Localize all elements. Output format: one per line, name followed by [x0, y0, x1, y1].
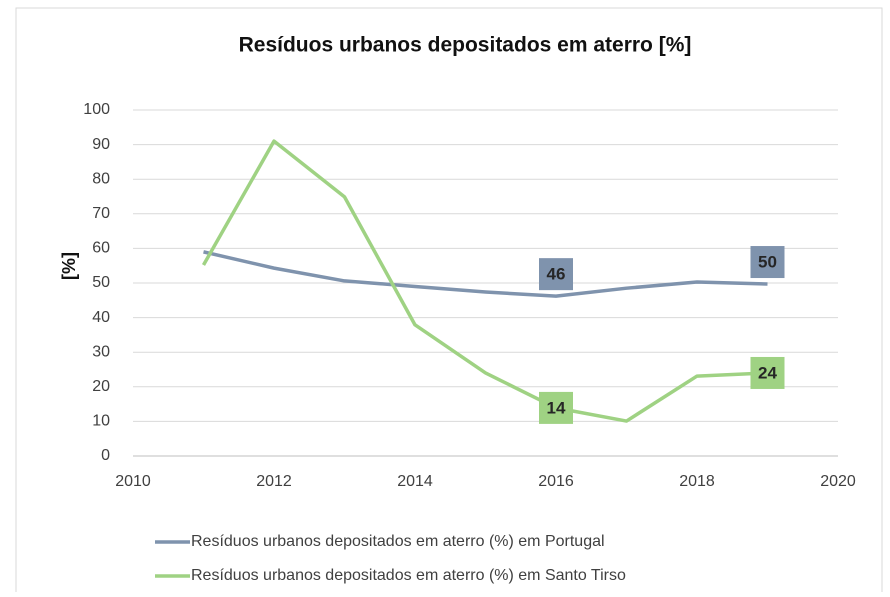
x-tick-label: 2016 [538, 473, 574, 490]
y-tick-label: 90 [92, 136, 110, 153]
data-label-box [539, 258, 573, 291]
y-tick-label: 80 [92, 170, 110, 187]
line-series [201, 139, 768, 423]
y-tick-label: 100 [83, 101, 110, 118]
legend-label: Resíduos urbanos depositados em aterro (… [191, 533, 605, 550]
y-tick-label: 40 [92, 309, 110, 326]
y-tick-label: 30 [92, 343, 110, 360]
data-label-box [750, 356, 785, 389]
y-tick-label: 50 [92, 274, 110, 291]
y-tick-label: 10 [92, 413, 110, 430]
data-label: 24 [758, 363, 777, 382]
x-tick-label: 2018 [679, 473, 715, 490]
data-label: 50 [758, 253, 777, 272]
line-series [203, 250, 768, 298]
data-label: 46 [547, 265, 566, 284]
x-tick-label: 2010 [115, 473, 151, 490]
y-tick-label: 20 [92, 378, 110, 395]
data-label-box [750, 246, 785, 279]
chart-title: Resíduos urbanos depositados em aterro [… [239, 34, 692, 57]
legend-label: Resíduos urbanos depositados em aterro (… [191, 567, 626, 584]
y-tick-label: 70 [92, 205, 110, 222]
y-tick-label: 60 [92, 240, 110, 257]
x-tick-label: 2014 [397, 473, 433, 490]
y-tick-label: 0 [101, 447, 110, 464]
x-tick-label: 2020 [820, 473, 856, 490]
data-label-box [539, 391, 573, 424]
chart-frame [15, 7, 883, 597]
y-axis-label: [%] [59, 252, 79, 280]
x-tick-label: 2012 [256, 473, 292, 490]
data-label: 14 [547, 398, 566, 417]
